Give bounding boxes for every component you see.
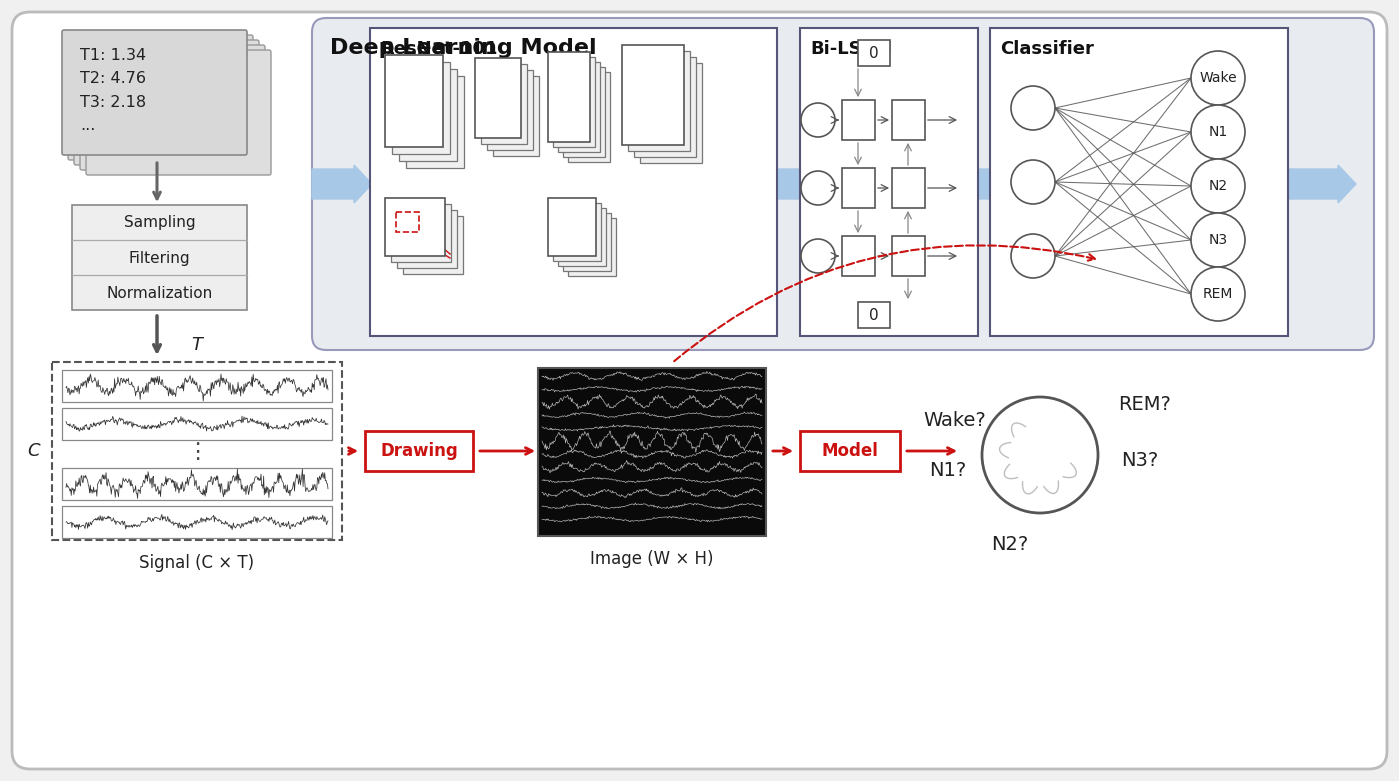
Circle shape [1011,86,1055,130]
Text: Model: Model [821,442,879,460]
Text: N2: N2 [1209,179,1227,193]
Bar [403,216,463,274]
Circle shape [802,171,835,205]
Text: 0: 0 [869,308,879,323]
Circle shape [982,397,1098,513]
Bar [62,468,332,500]
Bar [492,76,539,156]
Text: Normalization: Normalization [106,286,213,301]
FancyBboxPatch shape [80,45,264,170]
FancyBboxPatch shape [62,30,248,155]
FancyBboxPatch shape [69,35,253,160]
Circle shape [802,239,835,273]
Text: Wake?: Wake? [923,411,986,430]
Bar [390,204,450,262]
Bar [842,168,874,208]
Bar [62,370,332,402]
Text: N3?: N3? [1122,451,1158,469]
Bar [365,431,473,471]
Bar [858,302,890,328]
Circle shape [1191,105,1245,159]
FancyArrow shape [776,165,835,203]
Text: Sampling: Sampling [123,216,196,230]
Circle shape [802,103,835,137]
FancyBboxPatch shape [85,50,271,175]
Text: N1: N1 [1209,125,1228,139]
Bar [406,76,464,168]
Bar [634,57,695,157]
Text: T1: 1.34
T2: 4.76
T3: 2.18
...: T1: 1.34 T2: 4.76 T3: 2.18 ... [80,48,145,134]
FancyBboxPatch shape [13,12,1386,769]
Bar [558,208,606,266]
Bar [893,168,925,208]
Bar [71,205,248,310]
Bar [399,69,457,161]
Bar [553,57,595,147]
FancyArrow shape [978,165,1030,203]
Bar [628,51,690,151]
Bar [893,100,925,140]
Text: REM: REM [1203,287,1233,301]
Text: Wake: Wake [1199,71,1237,85]
Text: Image (W × H): Image (W × H) [590,550,713,568]
Text: C: C [28,442,41,460]
Bar [539,368,767,536]
Bar [990,28,1288,336]
Bar [385,55,443,147]
Bar [392,62,450,154]
Text: Signal (C × T): Signal (C × T) [140,554,255,572]
Bar [397,210,457,268]
Bar [385,198,445,256]
Bar [562,67,604,157]
Text: REM?: REM? [1119,395,1171,415]
Bar [639,63,702,163]
Text: N3: N3 [1209,233,1227,247]
Bar [62,408,332,440]
Bar [558,62,600,152]
Text: ⋮: ⋮ [186,442,208,462]
Text: Deep Learning Model: Deep Learning Model [330,38,596,58]
FancyArrow shape [312,165,372,203]
Bar [481,64,527,144]
Circle shape [1191,213,1245,267]
Text: Filtering: Filtering [129,251,190,266]
Circle shape [1011,234,1055,278]
Text: T: T [192,336,203,354]
FancyArrow shape [1288,165,1356,203]
Text: 0: 0 [869,45,879,60]
Circle shape [1191,51,1245,105]
Text: Drawing: Drawing [381,442,457,460]
Text: Bi-LSTM: Bi-LSTM [810,40,893,58]
Bar [568,218,616,276]
Bar [623,45,684,145]
Circle shape [1011,160,1055,204]
FancyBboxPatch shape [74,40,259,165]
Bar [562,213,611,271]
Text: N1?: N1? [929,461,967,480]
Text: ResNet-101: ResNet-101 [381,40,498,58]
Text: Classifier: Classifier [1000,40,1094,58]
Bar [548,198,596,256]
Circle shape [1191,267,1245,321]
Bar [396,212,418,232]
Bar [553,203,602,261]
FancyBboxPatch shape [312,18,1374,350]
Text: N2?: N2? [992,536,1028,555]
Bar [893,236,925,276]
Bar [369,28,776,336]
Bar [842,100,874,140]
Bar [62,506,332,538]
Bar [858,40,890,66]
Bar [487,70,533,150]
FancyArrowPatch shape [674,245,1095,362]
Circle shape [1191,159,1245,213]
Bar [568,72,610,162]
Bar [555,212,575,231]
Bar [800,28,978,336]
Bar [476,58,520,138]
Bar [800,431,900,471]
Bar [52,362,341,540]
Bar [548,52,590,142]
Bar [842,236,874,276]
